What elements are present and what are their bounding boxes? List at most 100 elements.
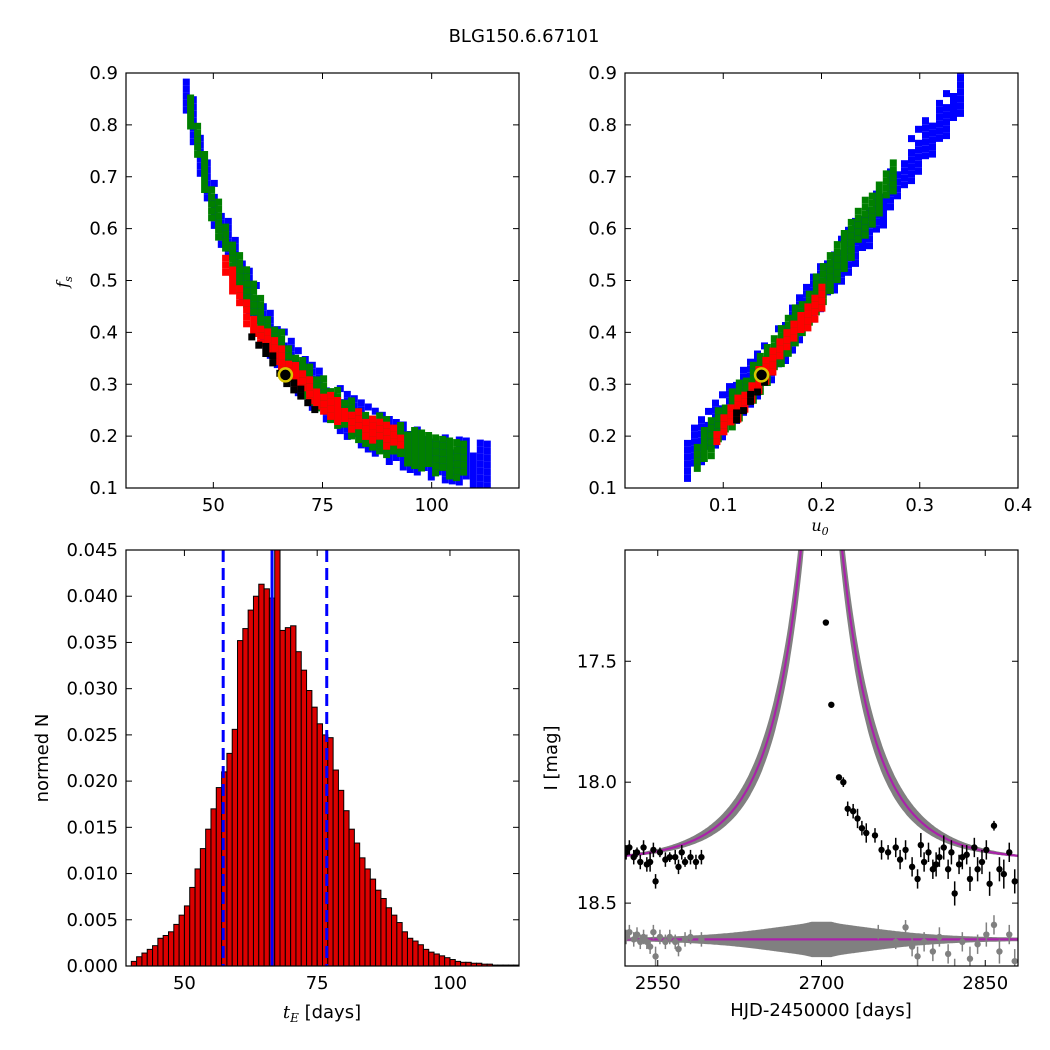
y-tick-label: 17.5 — [577, 651, 617, 672]
mid-cell — [882, 191, 890, 199]
mid-cell — [453, 474, 461, 482]
mid-cell — [243, 266, 251, 274]
data-point — [675, 863, 682, 871]
y-axis-label: fs — [53, 276, 75, 289]
data-point — [944, 866, 952, 873]
y-tick-label: 18.5 — [577, 893, 617, 914]
outer-cell — [838, 277, 845, 285]
outer-cell — [691, 431, 698, 439]
inner-cell — [818, 283, 826, 291]
outer-cell — [315, 367, 323, 375]
inner-cell — [390, 424, 398, 432]
inner-cell — [762, 356, 770, 364]
residual-point — [681, 936, 689, 943]
mid-cell — [215, 212, 223, 220]
mid-cell — [215, 233, 223, 241]
inner-cell — [713, 438, 721, 446]
histogram-bar — [406, 937, 414, 966]
inner-cell — [818, 297, 826, 305]
inner-cell — [264, 328, 272, 336]
inner-cell — [334, 404, 342, 411]
data-point — [656, 849, 664, 856]
mid-cell — [868, 220, 876, 228]
mid-cell — [404, 431, 412, 439]
outer-cell — [873, 218, 880, 226]
residual-point — [646, 943, 654, 950]
outer-cell — [287, 337, 295, 345]
outer-cell — [929, 129, 936, 137]
outer-cell — [266, 309, 274, 317]
y-tick-label: 0.3 — [588, 374, 617, 395]
outer-cell — [385, 458, 393, 465]
mid-cell — [348, 397, 356, 405]
inner-cell — [804, 303, 812, 311]
outer-cell — [950, 107, 957, 114]
mid-cell — [882, 177, 890, 185]
inner-cell — [797, 319, 805, 326]
core-cell — [262, 343, 270, 350]
mid-cell — [201, 179, 209, 186]
data-point — [1000, 870, 1008, 878]
mid-cell — [425, 439, 433, 446]
inner-cell — [222, 261, 230, 269]
histogram-bar — [194, 868, 201, 966]
mid-cell — [201, 186, 209, 193]
inner-cell — [229, 273, 237, 281]
outer-cell — [476, 439, 484, 447]
mid-cell — [194, 143, 202, 151]
residual-point — [698, 936, 705, 943]
y-tick-label: 0.015 — [66, 817, 118, 838]
residual-point — [626, 928, 633, 936]
mid-cell — [299, 357, 307, 364]
histogram-bar — [311, 706, 318, 966]
data-point — [630, 853, 637, 861]
inner-cell — [320, 407, 328, 415]
outer-cell — [726, 383, 733, 391]
mid-cell — [243, 287, 251, 295]
mid-cell — [194, 150, 202, 158]
mid-cell — [749, 375, 757, 383]
mid-cell — [756, 352, 764, 360]
outer-cell — [413, 468, 421, 476]
outer-cell — [915, 153, 922, 161]
outer-cell — [831, 286, 838, 294]
y-tick-label: 0.040 — [66, 586, 118, 607]
mid-cell — [187, 108, 195, 116]
mid-cell — [819, 270, 827, 278]
x-tick-label: 100 — [433, 973, 467, 994]
best-fit-marker — [277, 367, 294, 383]
mid-cell — [208, 214, 216, 222]
outer-cell — [684, 439, 691, 447]
inner-cell — [362, 432, 370, 440]
mid-cell — [215, 219, 223, 227]
mid-cell — [355, 436, 363, 444]
inner-cell — [383, 428, 391, 436]
inner-cell — [790, 334, 798, 342]
residual-point — [625, 933, 630, 941]
mid-cell — [861, 217, 869, 225]
inner-cell — [776, 338, 784, 346]
histogram-bar — [146, 948, 154, 966]
data-point — [963, 851, 970, 858]
mid-cell — [777, 332, 785, 340]
inner-cell — [250, 323, 258, 330]
mid-cell — [742, 377, 750, 385]
inner-cell — [222, 268, 230, 276]
data-point — [672, 853, 679, 861]
mid-cell — [735, 386, 743, 394]
data-point — [687, 853, 694, 861]
outer-cell — [894, 178, 901, 186]
residual-point — [666, 933, 673, 941]
outer-cell — [392, 454, 400, 461]
histogram-bar — [247, 609, 254, 966]
axis-ticks: 2550 2700 2850 17.5 18.0 18.5 — [577, 550, 1018, 994]
outer-cell — [901, 174, 908, 182]
mid-cell — [791, 304, 799, 312]
data-point — [896, 856, 904, 863]
inner-cell — [383, 435, 391, 443]
histogram-bar — [337, 789, 345, 966]
inner-cell — [769, 347, 777, 355]
inner-cell — [313, 395, 321, 403]
outer-cell — [476, 481, 484, 488]
outer-cell — [922, 124, 929, 132]
